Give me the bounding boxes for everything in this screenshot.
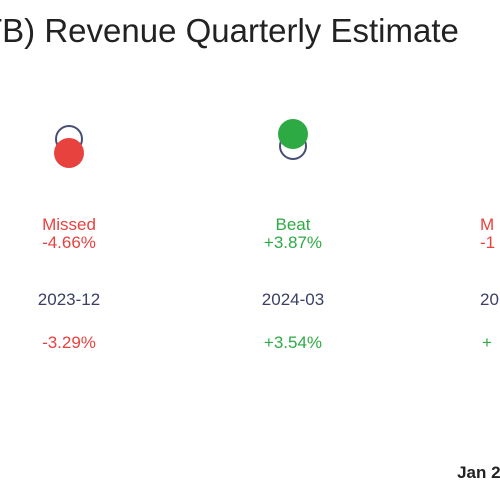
period-label: 2023-12 (37, 290, 101, 309)
result-2023-12: Missed -4.66% (0, 216, 139, 252)
result-partial: M -1 (480, 216, 500, 252)
footer-date: Jan 24 (457, 463, 500, 482)
change-value: +3.54% (263, 333, 323, 352)
change-value: + (482, 333, 492, 352)
result-label: Missed (42, 215, 96, 234)
result-label: M (480, 215, 495, 234)
chart-title: TB) Revenue Quarterly Estimate (0, 12, 459, 49)
result-2024-03: Beat +3.87% (223, 216, 363, 252)
actual-circle-2023-12 (54, 138, 84, 168)
change-value: -3.29% (42, 333, 96, 352)
actual-circle-2024-03 (278, 119, 308, 149)
surprise-value: -4.66% (42, 233, 96, 252)
result-label: Beat (275, 215, 311, 234)
surprise-value: +3.87% (263, 233, 323, 252)
period-label: 20 (480, 290, 499, 309)
surprise-value: -1 (480, 233, 496, 252)
period-label: 2024-03 (261, 290, 325, 309)
